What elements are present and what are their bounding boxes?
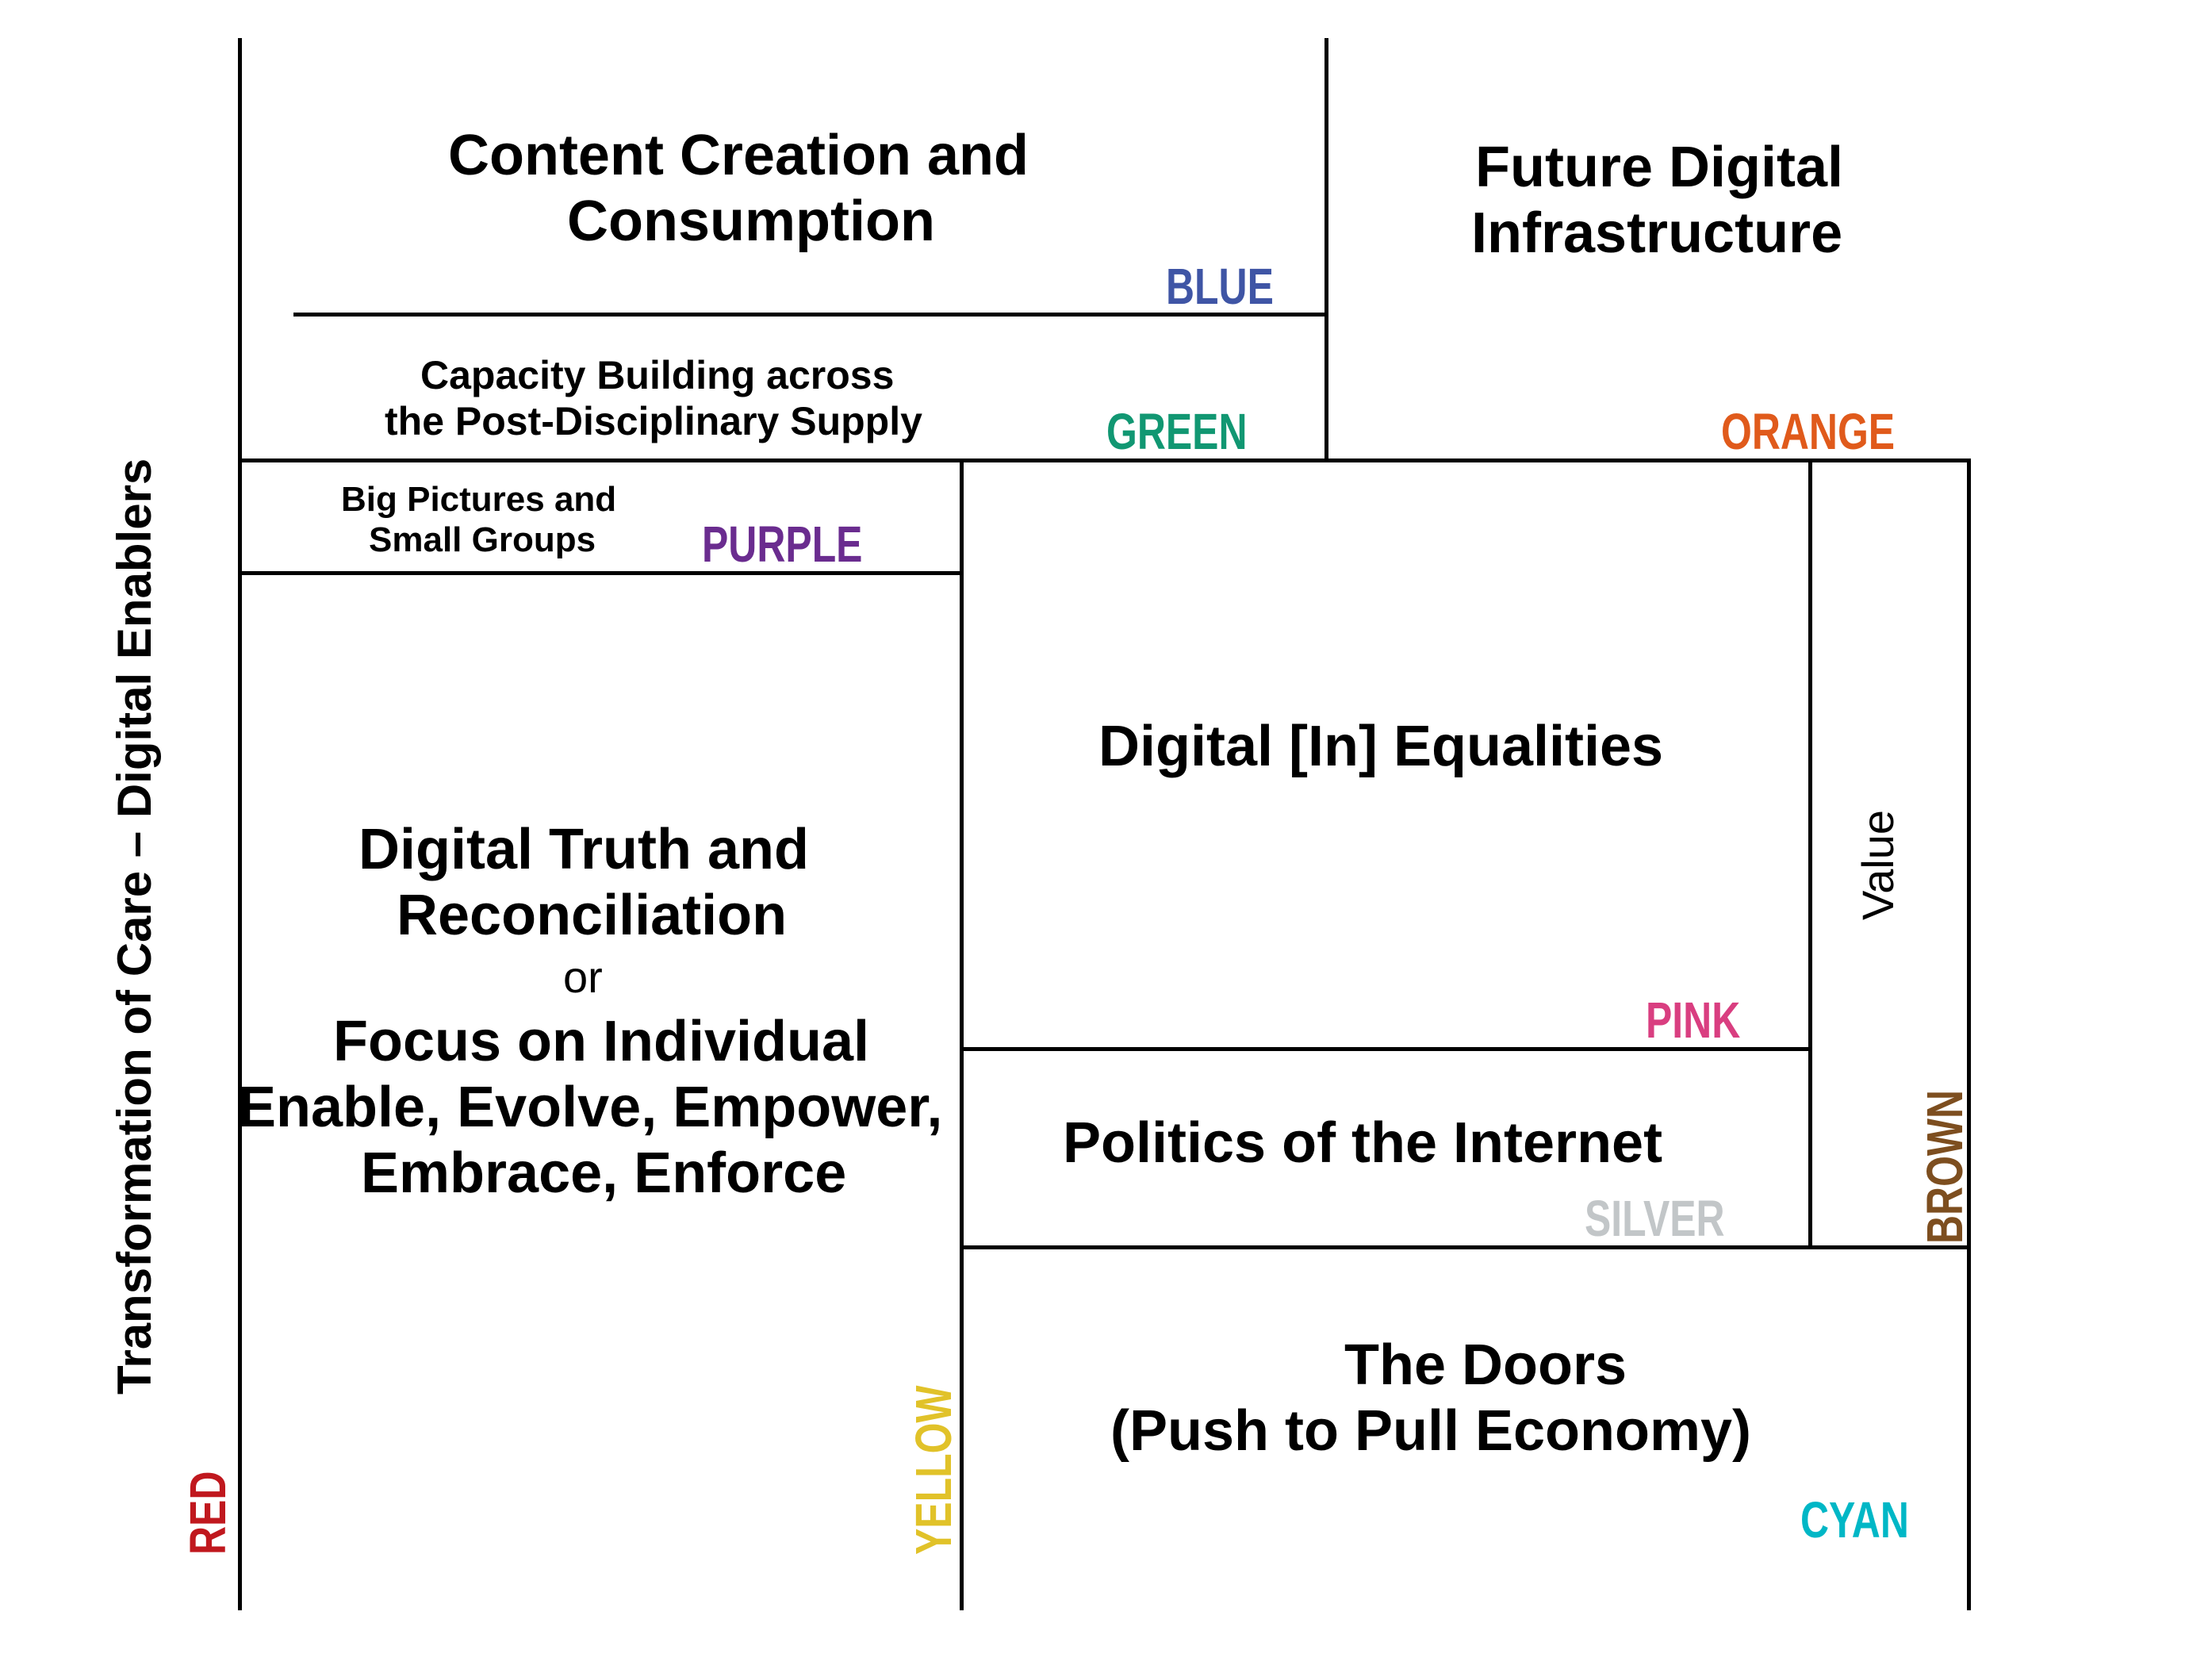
region-future-infra-l2: Infrastructure xyxy=(1471,201,1842,267)
region-content-creation-l1: Content Creation and xyxy=(448,123,1029,189)
region-truth-l2: Reconciliation xyxy=(397,883,787,949)
tag-purple: PURPLE xyxy=(702,516,862,574)
region-truth-l4: Focus on Individual xyxy=(333,1009,869,1075)
divider-right-inner xyxy=(1808,458,1812,1245)
tag-yellow: YELLOW xyxy=(908,1385,959,1555)
divider-right-outer xyxy=(1967,458,1971,1610)
y-axis-title: Transformation of Care – Digital Enabler… xyxy=(111,458,159,1395)
region-doors-l2: (Push to Pull Economy) xyxy=(1110,1399,1751,1464)
region-content-creation-l2: Consumption xyxy=(567,189,935,255)
value-axis-title: Value xyxy=(1856,810,1900,920)
region-truth-l5: Enable, Evolve, Empower, xyxy=(238,1075,942,1141)
region-inequalities: Digital [In] Equalities xyxy=(1098,714,1663,780)
axis-left xyxy=(238,38,242,1610)
tag-pink: PINK xyxy=(1646,992,1740,1050)
tag-blue: BLUE xyxy=(1166,258,1274,317)
region-truth-l1: Digital Truth and xyxy=(358,817,809,883)
region-big-pictures-l2: Small Groups xyxy=(369,520,596,561)
tag-red: RED xyxy=(182,1471,233,1555)
tag-orange: ORANGE xyxy=(1721,403,1895,462)
region-truth-l6: Embrace, Enforce xyxy=(361,1141,846,1207)
line-silver xyxy=(960,1245,1971,1249)
divider-upper-mid xyxy=(1325,38,1328,458)
region-future-infra-l1: Future Digital xyxy=(1475,135,1843,201)
line-green-orange xyxy=(238,458,1967,462)
tag-brown: BROWN xyxy=(1919,1090,1970,1244)
region-capacity-l1: Capacity Building across xyxy=(420,353,894,399)
tag-green: GREEN xyxy=(1106,403,1248,462)
tag-cyan: CYAN xyxy=(1800,1491,1909,1550)
region-truth-or: or xyxy=(563,952,603,1003)
tag-silver: SILVER xyxy=(1585,1190,1725,1249)
region-big-pictures-l1: Big Pictures and xyxy=(341,480,616,520)
region-politics: Politics of the Internet xyxy=(1063,1111,1662,1176)
region-doors-l1: The Doors xyxy=(1344,1333,1627,1399)
diagram-stage: Content Creation and Consumption Future … xyxy=(0,0,2212,1669)
region-capacity-l2: the Post-Disciplinary Supply xyxy=(385,399,922,445)
